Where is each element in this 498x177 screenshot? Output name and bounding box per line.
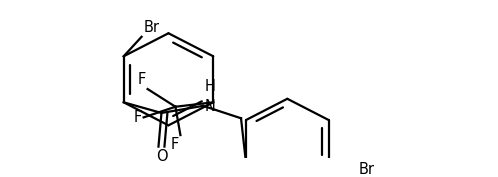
Text: F: F <box>137 72 145 87</box>
Text: F: F <box>170 137 178 152</box>
Text: F: F <box>133 110 141 125</box>
Text: N: N <box>204 99 215 114</box>
Text: Br: Br <box>143 20 159 35</box>
Text: O: O <box>156 149 167 164</box>
Text: H: H <box>204 79 215 94</box>
Text: Br: Br <box>359 162 374 177</box>
